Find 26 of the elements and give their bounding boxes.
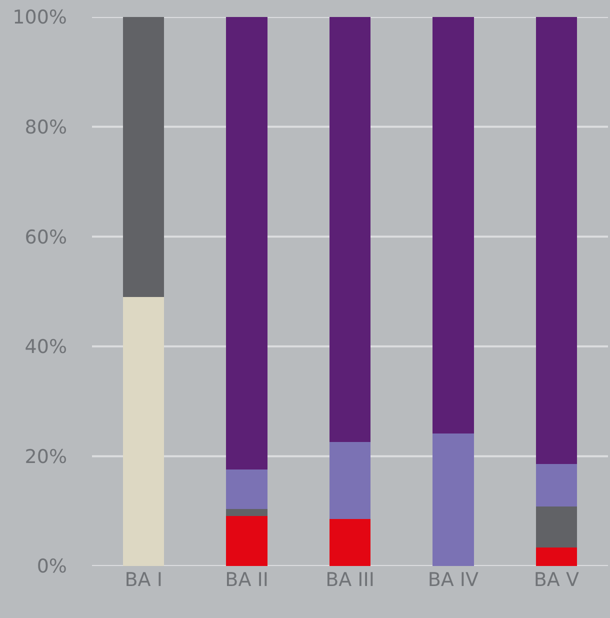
- bar: [122, 296, 164, 566]
- x-tick-label: BA III: [326, 569, 374, 591]
- y-tick-label: 40%: [24, 336, 67, 358]
- x-tick-label: BA I: [124, 569, 162, 591]
- bar: [226, 17, 268, 470]
- bar: [432, 434, 474, 566]
- y-tick-label: 100%: [12, 6, 67, 29]
- bar: [536, 17, 578, 464]
- y-tick-label: 60%: [24, 226, 67, 248]
- bar: [432, 17, 474, 434]
- bar: [329, 518, 371, 566]
- y-tick-label: 0%: [36, 556, 67, 578]
- x-tick-label: BA II: [225, 569, 268, 591]
- x-tick-label: BA V: [534, 569, 579, 591]
- bar: [226, 516, 268, 566]
- x-tick-label: BA IV: [428, 569, 479, 591]
- bar: [536, 506, 578, 548]
- bar: [122, 17, 164, 297]
- bar: [536, 547, 578, 566]
- bar: [329, 17, 371, 442]
- bar: [226, 508, 268, 516]
- bar: [226, 469, 268, 509]
- y-tick-label: 20%: [24, 446, 67, 468]
- bar: [536, 464, 578, 507]
- y-tick-label: 80%: [24, 116, 67, 138]
- bar: [329, 442, 371, 519]
